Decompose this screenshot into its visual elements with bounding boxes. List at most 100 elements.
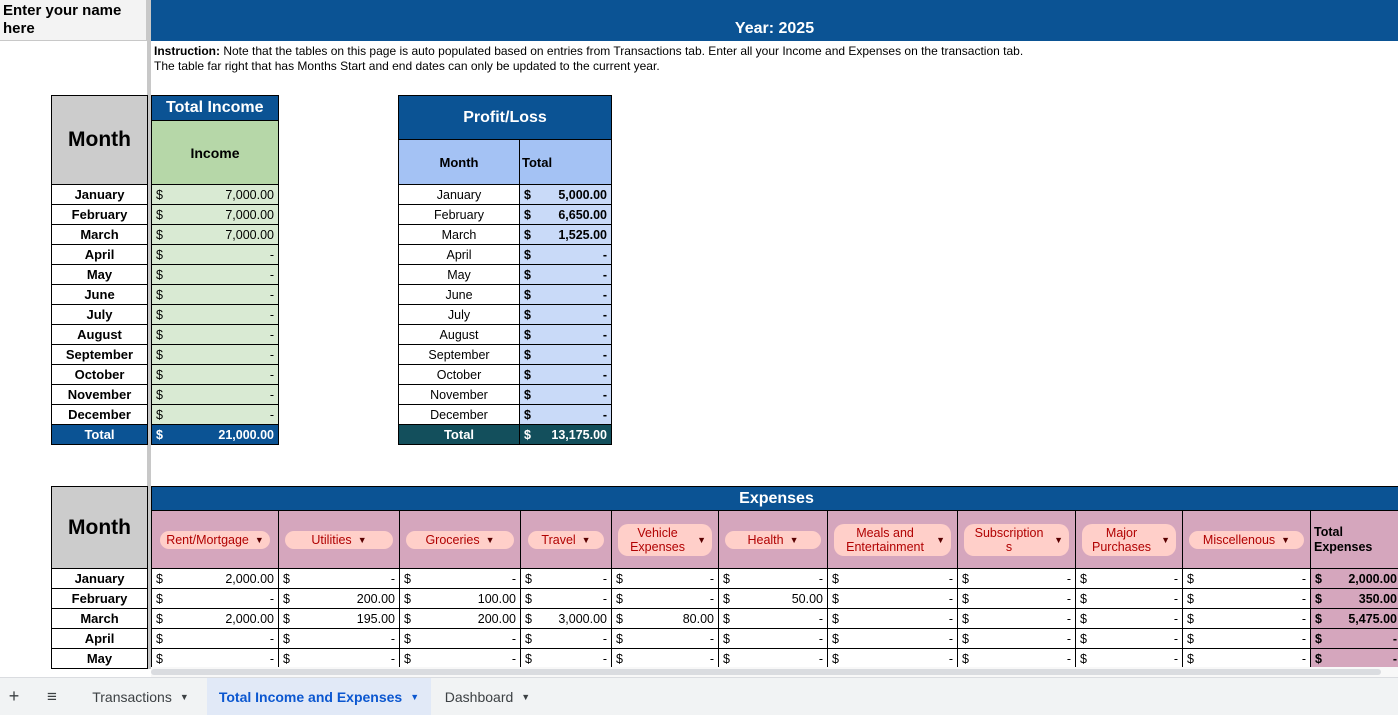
expense-month-cell[interactable]: February [51,588,148,609]
profit-month-cell[interactable]: November [398,384,520,405]
expense-total-cell[interactable]: $350.00 [1309,588,1398,609]
expense-value-cell[interactable]: $ - [1182,568,1311,589]
dropdown-arrow-icon[interactable]: ▼ [357,534,367,545]
profit-value-cell[interactable]: $1,525.00 [519,224,612,245]
category-dropdown-chip[interactable]: Vehicle Expenses ▼ [618,523,712,556]
income-month-cell[interactable]: February [51,204,148,225]
expense-value-cell[interactable]: $ - [520,628,612,649]
expense-value-cell[interactable]: $ - [718,568,828,589]
profit-month-cell[interactable]: September [398,344,520,365]
profit-value-cell[interactable]: $ - [519,364,612,385]
expense-value-cell[interactable]: $ - [278,568,400,589]
expense-value-cell[interactable]: $ - [520,588,612,609]
income-total-value[interactable]: $21,000.00 [151,424,279,445]
expense-value-cell[interactable]: $ - [520,648,612,669]
profit-value-cell[interactable]: $5,000.00 [519,184,612,205]
income-column-header[interactable]: Income [151,120,279,185]
expense-value-cell[interactable]: $ - [1075,608,1183,629]
income-month-cell[interactable]: December [51,404,148,425]
sheet-tab[interactable]: Dashboard ▼ [431,678,544,715]
profit-value-cell[interactable]: $ - [519,404,612,425]
expenses-title[interactable]: Expenses [150,486,1398,511]
expense-total-cell[interactable]: $5,475.00 [1309,608,1398,629]
expense-category-header[interactable]: Subscription s ▼ [957,510,1076,569]
dropdown-arrow-icon[interactable]: ▼ [789,534,799,545]
income-total-label[interactable]: Total [51,424,148,445]
dropdown-arrow-icon[interactable]: ▼ [1281,534,1291,545]
expense-value-cell[interactable]: $ - [957,608,1076,629]
income-value-cell[interactable]: $ - [151,324,279,345]
expense-value-cell[interactable]: $ - [1075,628,1183,649]
expense-month-cell[interactable]: May [51,648,148,669]
dropdown-arrow-icon[interactable]: ▼ [1161,534,1170,545]
expense-value-cell[interactable]: $ - [611,588,719,609]
income-month-cell[interactable]: October [51,364,148,385]
income-month-cell[interactable]: January [51,184,148,205]
profit-month-cell[interactable]: May [398,264,520,285]
expense-value-cell[interactable]: $ - [1182,608,1311,629]
expense-category-header[interactable]: Rent/Mortgage ▼ [151,510,279,569]
category-dropdown-chip[interactable]: Major Purchases ▼ [1082,523,1176,556]
income-month-cell[interactable]: June [51,284,148,305]
sheet-tab[interactable]: Total Income and Expenses ▼ [207,678,431,715]
expense-value-cell[interactable]: $2,000.00 [151,568,279,589]
expense-value-cell[interactable]: $ - [827,608,958,629]
name-cell[interactable]: Enter your name here [0,0,147,41]
expense-total-cell[interactable]: $ - [1309,628,1398,649]
expense-value-cell[interactable]: $ - [718,608,828,629]
dropdown-arrow-icon[interactable]: ▼ [936,534,945,545]
income-value-cell[interactable]: $ - [151,304,279,325]
income-month-header[interactable]: Month [51,95,148,185]
expense-value-cell[interactable]: $80.00 [611,608,719,629]
dropdown-arrow-icon[interactable]: ▼ [254,534,264,545]
income-month-cell[interactable]: May [51,264,148,285]
expense-value-cell[interactable]: $ - [1182,588,1311,609]
profit-value-cell[interactable]: $ - [519,344,612,365]
income-value-cell[interactable]: $ - [151,244,279,265]
expense-value-cell[interactable]: $50.00 [718,588,828,609]
income-value-cell[interactable]: $7,000.00 [151,224,279,245]
tab-menu-arrow-icon[interactable]: ▼ [179,691,189,702]
income-title[interactable]: Total Income [151,95,279,121]
expense-month-cell[interactable]: April [51,628,148,649]
income-value-cell[interactable]: $ - [151,404,279,425]
expenses-month-header[interactable]: Month [51,486,148,569]
income-month-cell[interactable]: April [51,244,148,265]
expense-value-cell[interactable]: $ - [1075,588,1183,609]
scrollbar-thumb[interactable] [151,669,1381,675]
profit-value-cell[interactable]: $ - [519,384,612,405]
profit-month-cell[interactable]: July [398,304,520,325]
expense-value-cell[interactable]: $195.00 [278,608,400,629]
expense-category-header[interactable]: Utilities ▼ [278,510,400,569]
expense-category-header[interactable]: Major Purchases ▼ [1075,510,1183,569]
profit-total-value[interactable]: $13,175.00 [519,424,612,445]
expense-value-cell[interactable]: $200.00 [399,608,521,629]
expense-value-cell[interactable]: $ - [1075,648,1183,669]
income-value-cell[interactable]: $ - [151,264,279,285]
expense-total-cell[interactable]: $ - [1309,648,1398,669]
expense-value-cell[interactable]: $ - [827,648,958,669]
profit-total-header[interactable]: Total [519,139,612,185]
expense-category-header[interactable]: Miscellenous ▼ [1182,510,1311,569]
profit-month-cell[interactable]: February [398,204,520,225]
expense-value-cell[interactable]: $ - [718,648,828,669]
profit-value-cell[interactable]: $ - [519,264,612,285]
expense-month-cell[interactable]: March [51,608,148,629]
expense-value-cell[interactable]: $ - [827,628,958,649]
expense-month-cell[interactable]: January [51,568,148,589]
expense-category-header[interactable]: Groceries ▼ [399,510,521,569]
expense-value-cell[interactable]: $ - [957,568,1076,589]
expense-value-cell[interactable]: $100.00 [399,588,521,609]
expense-value-cell[interactable]: $ - [278,648,400,669]
expense-value-cell[interactable]: $ - [1182,648,1311,669]
expenses-total-header[interactable]: Total Expenses [1309,510,1398,569]
expense-value-cell[interactable]: $3,000.00 [520,608,612,629]
sheet-tab[interactable]: Transactions ▼ [78,678,203,715]
profit-month-cell[interactable]: January [398,184,520,205]
expense-value-cell[interactable]: $ - [611,568,719,589]
sheet-list-icon[interactable]: ≡ [47,686,57,706]
category-dropdown-chip[interactable]: Subscription s ▼ [964,523,1069,556]
dropdown-arrow-icon[interactable]: ▼ [581,534,591,545]
expense-value-cell[interactable]: $ - [399,628,521,649]
expense-total-cell[interactable]: $2,000.00 [1309,568,1398,589]
